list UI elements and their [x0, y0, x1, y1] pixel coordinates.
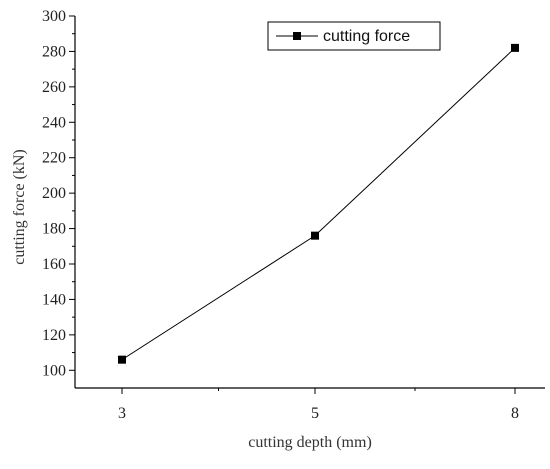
data-point-marker	[511, 43, 519, 52]
data-point-marker	[118, 355, 126, 364]
series-line	[121, 47, 516, 361]
y-axis-ticks: 100 120 140 160 180 200 220 240 260 280 300	[42, 8, 75, 379]
y-tick-label: 160	[42, 256, 66, 273]
y-tick-label: 140	[42, 291, 66, 308]
y-axis-title: cutting force (kN)	[11, 149, 28, 265]
y-tick-label: 300	[42, 8, 66, 25]
y-tick-label: 200	[42, 185, 66, 202]
x-tick-label: 5	[311, 405, 319, 422]
y-tick-label: 260	[42, 79, 66, 96]
y-tick-label: 100	[42, 362, 66, 379]
y-tick-label: 180	[42, 221, 66, 238]
x-tick-label: 8	[511, 405, 519, 422]
legend: cutting force	[267, 21, 441, 51]
y-tick-label: 120	[42, 327, 66, 344]
legend-label: cutting force	[323, 28, 410, 45]
data-point-marker	[311, 231, 319, 240]
x-axis-title: cutting depth (mm)	[248, 434, 372, 451]
y-tick-label: 220	[42, 150, 66, 167]
x-axis-ticks: 3 5 8	[118, 388, 519, 422]
series-layer	[118, 43, 519, 364]
y-tick-label: 280	[42, 43, 66, 60]
legend-marker-square	[293, 32, 301, 40]
x-tick-label: 3	[118, 405, 126, 422]
y-tick-label: 240	[42, 114, 66, 131]
